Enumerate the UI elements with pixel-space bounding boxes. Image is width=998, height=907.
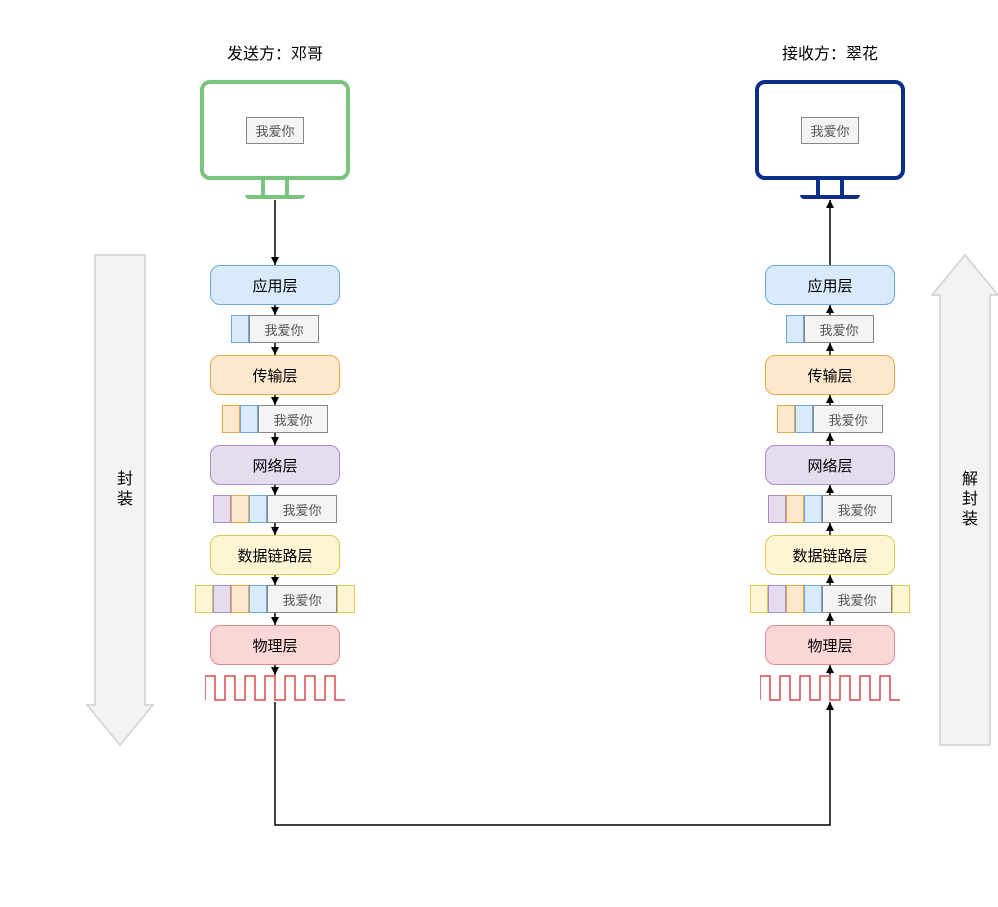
header-trans — [222, 405, 240, 433]
header-dl — [750, 585, 768, 613]
receiver-monitor: 我爱你 — [755, 80, 905, 210]
left-waveform — [205, 675, 345, 702]
header-dl — [195, 585, 213, 613]
trailer-dl — [892, 585, 910, 613]
header-net — [768, 495, 786, 523]
left-layer-application: 应用层 — [210, 265, 340, 305]
right-packet-385: 我爱你 — [777, 405, 883, 433]
decapsulation-arrow-label: 解封装 — [955, 470, 979, 530]
header-net — [213, 495, 231, 523]
right-layer-transport: 传输层 — [765, 355, 895, 395]
header-app — [804, 495, 822, 523]
packet-payload: 我爱你 — [249, 315, 319, 343]
sender-title: 发送方：邓哥 — [215, 40, 335, 64]
right-layer-network: 网络层 — [765, 445, 895, 485]
left-packet-385: 我爱你 — [222, 405, 328, 433]
encapsulation-arrow-label: 封装 — [110, 470, 134, 510]
header-app — [240, 405, 258, 433]
packet-payload: 我爱你 — [822, 585, 892, 613]
right-packet-475: 我爱你 — [768, 495, 892, 523]
header-net — [768, 585, 786, 613]
left-packet-565: 我爱你 — [195, 585, 355, 613]
right-packet-295: 我爱你 — [786, 315, 874, 343]
packet-payload: 我爱你 — [258, 405, 328, 433]
receiver-title: 接收方：翠花 — [770, 40, 890, 64]
packet-payload: 我爱你 — [267, 585, 337, 613]
header-trans — [231, 585, 249, 613]
header-app — [786, 315, 804, 343]
right-packet-565: 我爱你 — [750, 585, 910, 613]
header-app — [249, 495, 267, 523]
sender-monitor: 我爱你 — [200, 80, 350, 210]
header-app — [804, 585, 822, 613]
packet-payload: 我爱你 — [804, 315, 874, 343]
left-layer-transport: 传输层 — [210, 355, 340, 395]
right-layer-physical: 物理层 — [765, 625, 895, 665]
header-trans — [777, 405, 795, 433]
monitor-message: 我爱你 — [801, 117, 858, 144]
header-net — [213, 585, 231, 613]
network-layers-diagram: 发送方：邓哥接收方：翠花我爱你我爱你应用层应用层传输层传输层网络层网络层数据链路… — [20, 20, 998, 887]
monitor-message: 我爱你 — [246, 117, 303, 144]
trailer-dl — [337, 585, 355, 613]
left-layer-datalink: 数据链路层 — [210, 535, 340, 575]
right-layer-datalink: 数据链路层 — [765, 535, 895, 575]
header-trans — [786, 585, 804, 613]
header-trans — [786, 495, 804, 523]
left-layer-network: 网络层 — [210, 445, 340, 485]
right-layer-application: 应用层 — [765, 265, 895, 305]
packet-payload: 我爱你 — [267, 495, 337, 523]
header-app — [249, 585, 267, 613]
header-app — [231, 315, 249, 343]
header-app — [795, 405, 813, 433]
packet-payload: 我爱你 — [822, 495, 892, 523]
left-packet-295: 我爱你 — [231, 315, 319, 343]
left-layer-physical: 物理层 — [210, 625, 340, 665]
right-waveform — [760, 675, 900, 702]
left-packet-475: 我爱你 — [213, 495, 337, 523]
packet-payload: 我爱你 — [813, 405, 883, 433]
header-trans — [231, 495, 249, 523]
